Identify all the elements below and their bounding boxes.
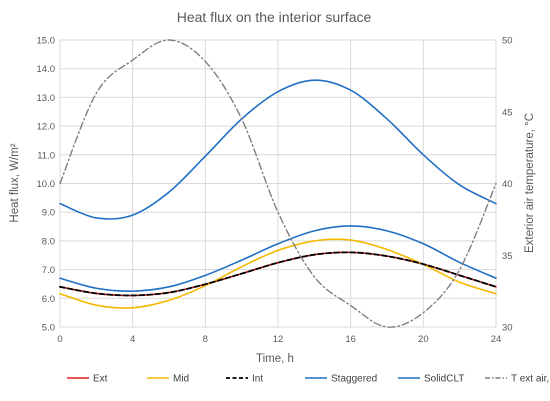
y-tick-label: 6.0 [42, 294, 55, 305]
x-tick-label: 20 [418, 334, 429, 345]
y-tick-label: 10.0 [37, 179, 56, 190]
x-tick-label: 12 [273, 334, 284, 345]
x-tick-label: 24 [491, 334, 502, 345]
y-tick-label: 8.0 [42, 236, 55, 247]
series-line-int [59, 251, 497, 297]
y-tick-label: 15.0 [37, 36, 56, 47]
legend-label: Ext [93, 374, 108, 385]
y-tick-label: 5.0 [42, 323, 55, 334]
legend-label: T ext air, C [511, 374, 550, 385]
y-tick-label: 9.0 [42, 208, 55, 219]
y2-tick-label: 50 [502, 36, 513, 47]
y2-tick-label: 30 [502, 323, 513, 334]
y2-tick-label: 40 [502, 179, 513, 190]
x-axis-label: Time, h [256, 353, 294, 365]
tick-labels: 5.0 6.0 7.0 8.0 9.0 10.0 11.0 12.0 13.0 14.0 15.0 0… [37, 36, 513, 346]
legend-label: Mid [173, 374, 189, 385]
y2-tick-label: 45 [502, 107, 513, 118]
y2-tick-label: 35 [502, 251, 513, 262]
x-tick-label: 0 [57, 334, 62, 345]
chart-title: Heat flux on the interior surface [177, 9, 372, 25]
series-line-t-ext-air-c [59, 39, 497, 328]
y2-axis-label: Exterior air temperature, °C [524, 113, 536, 253]
x-tick-label: 4 [130, 334, 135, 345]
y-tick-label: 11.0 [37, 150, 55, 161]
x-tick-label: 8 [203, 334, 208, 345]
legend: Ext Mid Int Staggered SolidCLT T ext air, C [67, 374, 550, 385]
legend-label: Staggered [331, 374, 377, 385]
series-line-solidclt [59, 79, 497, 220]
x-tick-label: 16 [345, 334, 356, 345]
y-tick-label: 7.0 [42, 265, 55, 276]
y-axis-label: Heat flux, W/m² [9, 143, 21, 222]
series-line-staggered [59, 225, 497, 292]
legend-label: SolidCLT [424, 374, 464, 385]
legend-label: Int [252, 374, 263, 385]
y-tick-label: 13.0 [37, 93, 56, 104]
series-layer [59, 39, 497, 328]
y-tick-label: 12.0 [37, 122, 56, 133]
y-tick-label: 14.0 [37, 64, 56, 75]
